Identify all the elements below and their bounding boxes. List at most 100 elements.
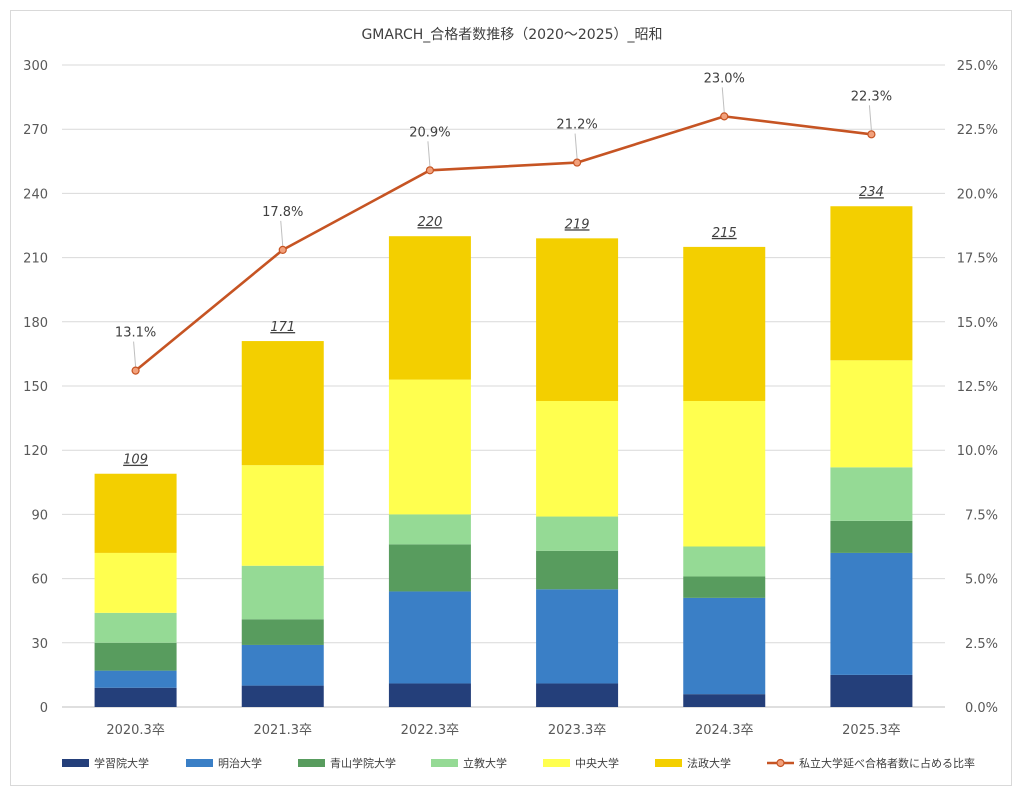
bar-series (94, 206, 913, 707)
legend-label: 立教大学 (463, 756, 507, 770)
y2-tick-label: 17.5% (957, 252, 998, 267)
y2-tick-label: 22.5% (957, 123, 998, 138)
ratio-point (720, 112, 729, 121)
bar-segment-3 (536, 550, 619, 590)
bar-segment-4 (388, 514, 471, 545)
data-label-leader (868, 105, 872, 131)
bar-total-label: 171 (270, 320, 295, 335)
y-tick-label: 240 (23, 187, 48, 202)
bar-segment-5 (683, 400, 766, 547)
legend-label: 明治大学 (218, 756, 262, 770)
y-tick-label: 210 (23, 252, 48, 267)
bar-segment-1 (388, 683, 471, 707)
x-tick-label: 2025.3卒 (842, 723, 901, 738)
y-axis-right: 0.0% 2.5% 5.0% 7.5% 10.0% 12.5% 15.0% 17.5% 20.0… (957, 59, 998, 716)
y-tick-label: 120 (23, 444, 48, 459)
data-label-leader (574, 133, 578, 159)
legend-label: 法政大学 (687, 756, 731, 770)
ratio-point (131, 366, 140, 375)
bar-segment-4 (94, 612, 177, 643)
legend-swatch (298, 759, 325, 767)
y2-tick-label: 0.0% (965, 701, 998, 716)
y2-tick-label: 12.5% (957, 380, 998, 395)
bar-segment-1 (830, 674, 913, 707)
y2-tick-label: 25.0% (957, 59, 998, 74)
bar-segment-3 (388, 544, 471, 592)
bar-segment-1 (241, 685, 324, 707)
legend: 学習院大学 明治大学 青山学院大学 立教大学 中央大学 法政大学 私立大学延べ合格者数に占め… (62, 756, 975, 770)
ratio-data-label: 17.8% (262, 205, 303, 220)
bar-segment-5 (536, 400, 619, 517)
bar-segment-4 (830, 467, 913, 521)
y-tick-label: 150 (23, 380, 48, 395)
y-tick-label: 60 (31, 573, 48, 588)
y2-tick-label: 2.5% (965, 637, 998, 652)
bar-segment-5 (830, 360, 913, 468)
bar-segment-2 (241, 644, 324, 686)
bar-segment-2 (830, 552, 913, 675)
data-label-leader (721, 87, 725, 113)
ratio-data-label: 22.3% (851, 89, 892, 104)
bar-segment-6 (683, 246, 766, 401)
bar-segment-6 (536, 238, 619, 401)
bar-segment-6 (241, 341, 324, 466)
bar-segment-1 (683, 694, 766, 707)
bar-total-label: 220 (418, 215, 443, 230)
bar-total-label: 219 (565, 217, 590, 232)
bar-segment-1 (536, 683, 619, 707)
y-tick-label: 180 (23, 316, 48, 331)
bar-segment-5 (241, 465, 324, 566)
y-tick-label: 30 (31, 637, 48, 652)
y-axis-left: 0 30 60 90 120 150 180 210 240 270 300 (23, 59, 48, 716)
y-tick-label: 90 (31, 508, 48, 523)
ratio-point (425, 166, 435, 175)
y2-tick-label: 15.0% (957, 316, 998, 331)
bar-segment-4 (241, 565, 324, 620)
x-tick-label: 2021.3卒 (254, 723, 313, 738)
x-axis: 2020.3卒 2021.3卒 2022.3卒 2023.3卒 2024.3卒 2025.… (106, 723, 900, 738)
data-label-leader (133, 341, 137, 367)
bar-segment-3 (830, 520, 913, 553)
bar-segment-5 (388, 379, 471, 515)
y-tick-label: 0 (40, 701, 48, 716)
legend-swatch (431, 759, 458, 767)
x-tick-label: 2022.3卒 (401, 723, 460, 738)
bar-segment-5 (94, 552, 177, 613)
bar-segment-6 (94, 473, 177, 553)
bar-segment-3 (683, 576, 766, 598)
legend-label: 青山学院大学 (330, 756, 396, 770)
y-tick-label: 300 (23, 59, 48, 74)
bar-segment-3 (241, 619, 324, 645)
bar-total-label: 215 (712, 226, 737, 241)
gridlines (62, 64, 945, 708)
x-tick-label: 2023.3卒 (548, 723, 607, 738)
y2-tick-label: 20.0% (957, 187, 998, 202)
bar-total-label: 234 (859, 185, 884, 200)
y2-tick-label: 10.0% (957, 444, 998, 459)
x-tick-label: 2024.3卒 (695, 723, 754, 738)
bar-segment-2 (536, 589, 619, 684)
bar-segment-2 (683, 597, 766, 695)
chart-title: GMARCH_合格者数推移（2020～2025）_昭和 (361, 27, 662, 43)
ratio-point (867, 130, 876, 139)
ratio-data-label: 23.0% (704, 71, 745, 86)
bar-segment-2 (388, 591, 471, 684)
legend-swatch (655, 759, 682, 767)
y2-tick-label: 7.5% (965, 508, 998, 523)
ratio-line-series: 13.1% 17.8% 20.9% 21.2% 23.0% 22.3% (115, 71, 892, 375)
bar-segment-4 (536, 516, 619, 551)
legend-label: 学習院大学 (94, 756, 149, 770)
data-label-leader (427, 141, 431, 167)
bar-totals: 109 171 220 219 215 234 (123, 185, 884, 468)
legend-label: 中央大学 (575, 756, 619, 770)
legend-marker (776, 758, 785, 768)
ratio-point (572, 158, 582, 167)
ratio-data-label: 13.1% (115, 326, 156, 341)
legend-label: 私立大学延べ合格者数に占める比率 (799, 756, 975, 770)
bar-total-label: 109 (123, 453, 148, 468)
legend-swatch (543, 759, 570, 767)
y2-tick-label: 5.0% (965, 573, 998, 588)
bar-segment-1 (94, 687, 177, 707)
bar-segment-3 (94, 642, 177, 671)
